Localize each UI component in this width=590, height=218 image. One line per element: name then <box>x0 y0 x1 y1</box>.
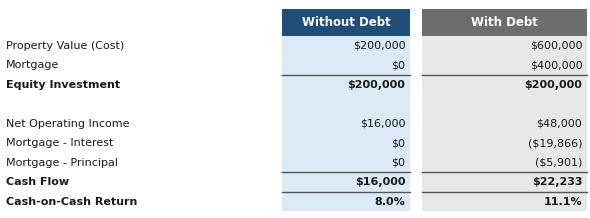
Text: $16,000: $16,000 <box>360 119 405 129</box>
Text: $48,000: $48,000 <box>536 119 582 129</box>
Text: Equity Investment: Equity Investment <box>6 80 120 90</box>
Bar <box>282 9 410 211</box>
Bar <box>282 9 410 36</box>
Text: Cash-on-Cash Return: Cash-on-Cash Return <box>6 197 137 207</box>
Text: $600,000: $600,000 <box>530 41 582 51</box>
Text: $400,000: $400,000 <box>530 60 582 70</box>
Text: Without Debt: Without Debt <box>301 16 391 29</box>
Text: $0: $0 <box>391 138 405 148</box>
Text: $200,000: $200,000 <box>353 41 405 51</box>
Text: $0: $0 <box>391 60 405 70</box>
Text: Mortgage: Mortgage <box>6 60 59 70</box>
Text: Mortgage - Interest: Mortgage - Interest <box>6 138 113 148</box>
Text: Property Value (Cost): Property Value (Cost) <box>6 41 124 51</box>
Text: With Debt: With Debt <box>471 16 538 29</box>
Text: $16,000: $16,000 <box>355 177 405 187</box>
Text: $0: $0 <box>391 158 405 168</box>
Text: ($5,901): ($5,901) <box>535 158 582 168</box>
Text: $22,233: $22,233 <box>532 177 582 187</box>
Text: 11.1%: 11.1% <box>544 197 582 207</box>
Bar <box>422 9 587 36</box>
Text: Mortgage - Principal: Mortgage - Principal <box>6 158 118 168</box>
Bar <box>422 9 587 211</box>
Text: ($19,866): ($19,866) <box>528 138 582 148</box>
Text: $200,000: $200,000 <box>525 80 582 90</box>
Text: $200,000: $200,000 <box>348 80 405 90</box>
Text: Cash Flow: Cash Flow <box>6 177 69 187</box>
Text: Net Operating Income: Net Operating Income <box>6 119 129 129</box>
Text: 8.0%: 8.0% <box>375 197 405 207</box>
